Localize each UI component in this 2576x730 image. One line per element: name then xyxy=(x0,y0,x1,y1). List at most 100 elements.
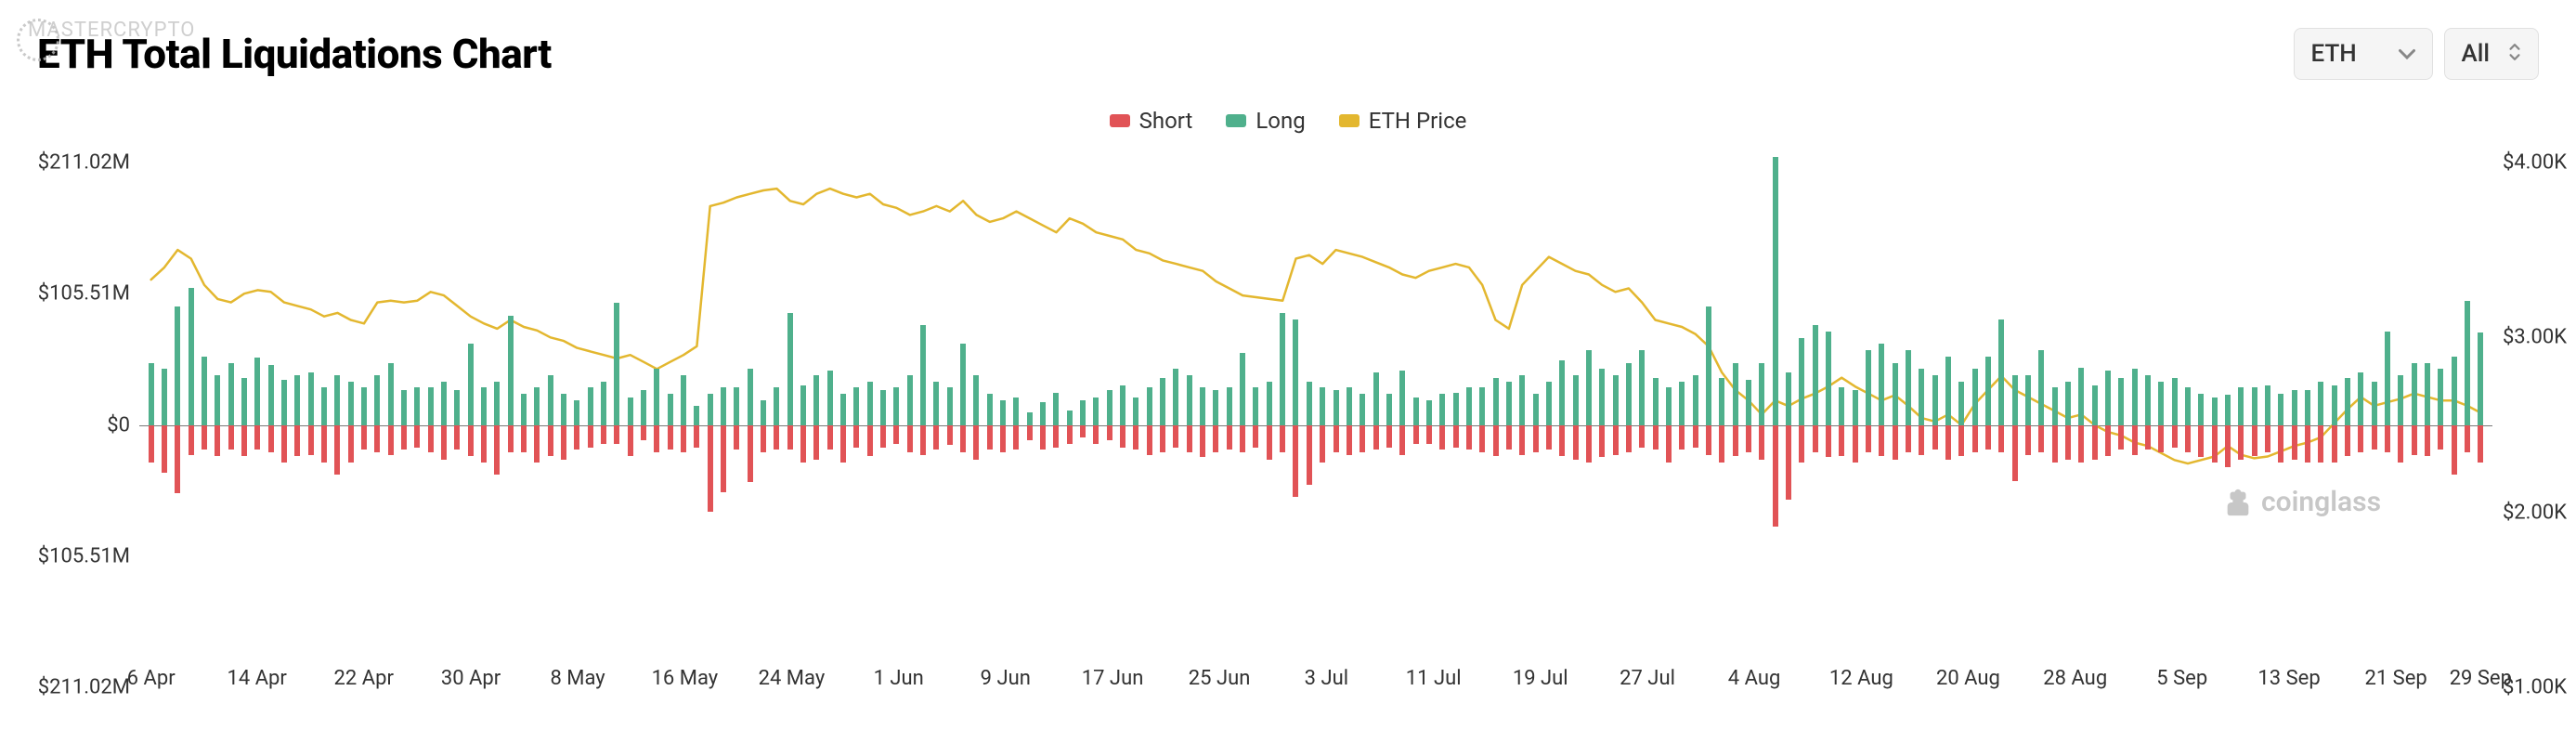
bar-long xyxy=(1813,325,1818,424)
bar-short xyxy=(2332,425,2337,463)
bar-short xyxy=(1240,425,1245,452)
bar-long xyxy=(1719,378,1724,425)
bar-short xyxy=(641,425,646,440)
bar-short xyxy=(601,425,606,444)
bar-long xyxy=(2158,382,2164,425)
bar-short xyxy=(2092,425,2098,461)
bar-short xyxy=(1998,425,2004,452)
asset-dropdown[interactable]: ETH xyxy=(2294,28,2433,80)
x-tick: 13 Sep xyxy=(2257,667,2320,690)
bar-long xyxy=(1227,387,1232,424)
bar-short xyxy=(800,425,806,463)
bar-short xyxy=(1187,425,1192,452)
bar-long xyxy=(1853,390,1858,425)
bar-short xyxy=(2372,425,2377,450)
bar-long xyxy=(1080,400,1086,425)
bar-long xyxy=(574,400,579,425)
bar-short xyxy=(468,425,474,457)
bar-short xyxy=(654,425,659,452)
bar-long xyxy=(840,394,846,425)
bar-short xyxy=(761,425,766,452)
x-tick: 14 Apr xyxy=(228,667,287,690)
bar-long xyxy=(694,406,699,424)
bar-short xyxy=(228,425,234,450)
bar-short xyxy=(521,425,527,452)
legend-item-short[interactable]: Short xyxy=(1110,108,1193,134)
bar-long xyxy=(1067,411,1073,425)
bar-long xyxy=(2065,382,2071,425)
bar-short xyxy=(1533,425,1539,452)
x-tick: 16 May xyxy=(652,667,719,690)
bar-short xyxy=(614,425,619,444)
bar-short xyxy=(1733,425,1738,457)
bar-long xyxy=(1559,360,1565,425)
y-axis-right: $4.00K$3.00K$2.00K$1.00K xyxy=(2502,147,2567,667)
bar-short xyxy=(1213,425,1218,452)
bar-long xyxy=(2318,382,2323,425)
bar-short xyxy=(202,425,207,450)
bar-long xyxy=(1786,372,1791,424)
x-tick: 27 Jul xyxy=(1620,667,1675,690)
bar-short xyxy=(1000,425,1006,452)
bar-short xyxy=(681,425,686,452)
bar-short xyxy=(1067,425,1073,444)
bar-long xyxy=(668,394,673,425)
bar-long xyxy=(1626,363,1632,425)
bar-short xyxy=(2012,425,2018,481)
bar-long xyxy=(1053,393,1059,425)
bar-long xyxy=(907,375,913,425)
bar-short xyxy=(1200,425,1205,458)
bar-long xyxy=(254,358,260,424)
bar-short xyxy=(189,425,194,455)
bar-short xyxy=(1334,425,1339,452)
bar-short xyxy=(1107,425,1112,440)
y-left-tick: $211.02M xyxy=(19,150,130,174)
x-tick: 19 Jul xyxy=(1513,667,1568,690)
bar-long xyxy=(2398,375,2403,425)
bar-long xyxy=(2265,385,2270,425)
x-tick: 22 Apr xyxy=(334,667,394,690)
bar-short xyxy=(1479,425,1485,452)
bar-short xyxy=(960,425,966,452)
bar-long xyxy=(1320,387,1325,424)
bar-long xyxy=(628,398,633,424)
x-tick: 24 May xyxy=(759,667,826,690)
bar-long xyxy=(2332,385,2337,425)
bar-long xyxy=(268,365,274,424)
bar-long xyxy=(1972,369,1978,424)
bar-short xyxy=(1320,425,1325,463)
bar-short xyxy=(241,425,247,457)
bar-short xyxy=(268,425,274,452)
bar-long xyxy=(1253,387,1258,424)
legend-item-long[interactable]: Long xyxy=(1226,108,1305,134)
bar-short xyxy=(1559,425,1565,457)
x-tick: 1 Jun xyxy=(874,667,924,690)
bar-short xyxy=(1280,425,1285,452)
bar-short xyxy=(561,425,566,461)
bar-long xyxy=(1360,394,1365,425)
x-axis: 6 Apr14 Apr22 Apr30 Apr8 May16 May24 May… xyxy=(139,667,2492,704)
chart-area[interactable]: $211.02M$105.51M$0$105.51M$211.02M $4.00… xyxy=(139,147,2492,667)
bar-short xyxy=(2158,425,2164,452)
bar-long xyxy=(494,382,500,425)
bar-long xyxy=(1347,387,1352,424)
x-tick: 8 May xyxy=(550,667,605,690)
bar-short xyxy=(880,425,886,448)
legend-item-price[interactable]: ETH Price xyxy=(1339,108,1467,134)
bar-short xyxy=(2105,425,2111,457)
bar-long xyxy=(973,375,979,425)
bar-long xyxy=(2438,369,2443,424)
bar-short xyxy=(574,425,579,450)
bar-long xyxy=(361,387,367,424)
bar-short xyxy=(1958,425,1964,457)
range-dropdown[interactable]: All xyxy=(2444,28,2540,80)
bar-short xyxy=(694,425,699,448)
y-left-tick: $105.51M xyxy=(19,545,130,568)
bar-long xyxy=(708,394,713,425)
bar-long xyxy=(2358,372,2363,424)
bar-long xyxy=(2425,363,2430,425)
bar-long xyxy=(1493,378,1499,425)
bar-short xyxy=(1160,425,1165,452)
bar-short xyxy=(428,425,434,452)
bar-long xyxy=(2278,394,2283,425)
